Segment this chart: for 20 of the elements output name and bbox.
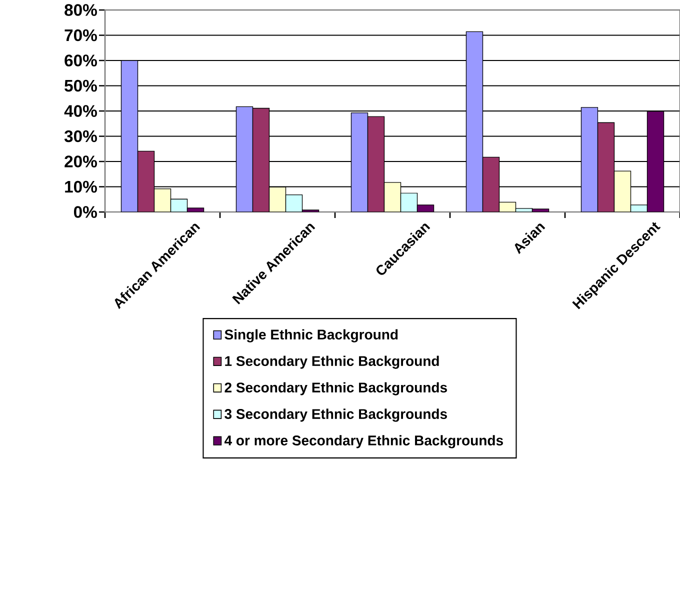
bar bbox=[137, 150, 155, 212]
y-tick-label: 70% bbox=[64, 29, 97, 42]
bar bbox=[482, 156, 500, 212]
bar bbox=[252, 108, 270, 212]
bar bbox=[367, 116, 385, 212]
bar bbox=[646, 110, 664, 212]
y-tick-label: 10% bbox=[65, 180, 97, 193]
legend-label: Single Ethnic Background bbox=[224, 329, 398, 342]
y-tick-label: 50% bbox=[64, 80, 97, 92]
legend-label: 3 Secondary Ethnic Backgrounds bbox=[224, 408, 447, 422]
y-tick-label: 30% bbox=[64, 130, 97, 142]
y-tick-label: 20% bbox=[64, 156, 97, 168]
legend-label: 1 Secondary Ethnic Background bbox=[225, 356, 439, 369]
y-tick-label: 0% bbox=[74, 206, 97, 218]
legend-label: 2 Secondary Ethnic Backgrounds bbox=[224, 382, 447, 396]
y-tick-label: 80% bbox=[64, 4, 97, 16]
legend-label: 4 or more Secondary Ethnic Backgrounds bbox=[224, 435, 503, 448]
bar bbox=[597, 122, 615, 212]
y-tick-label: 60% bbox=[64, 54, 97, 66]
y-tick-label: 40% bbox=[64, 105, 97, 117]
